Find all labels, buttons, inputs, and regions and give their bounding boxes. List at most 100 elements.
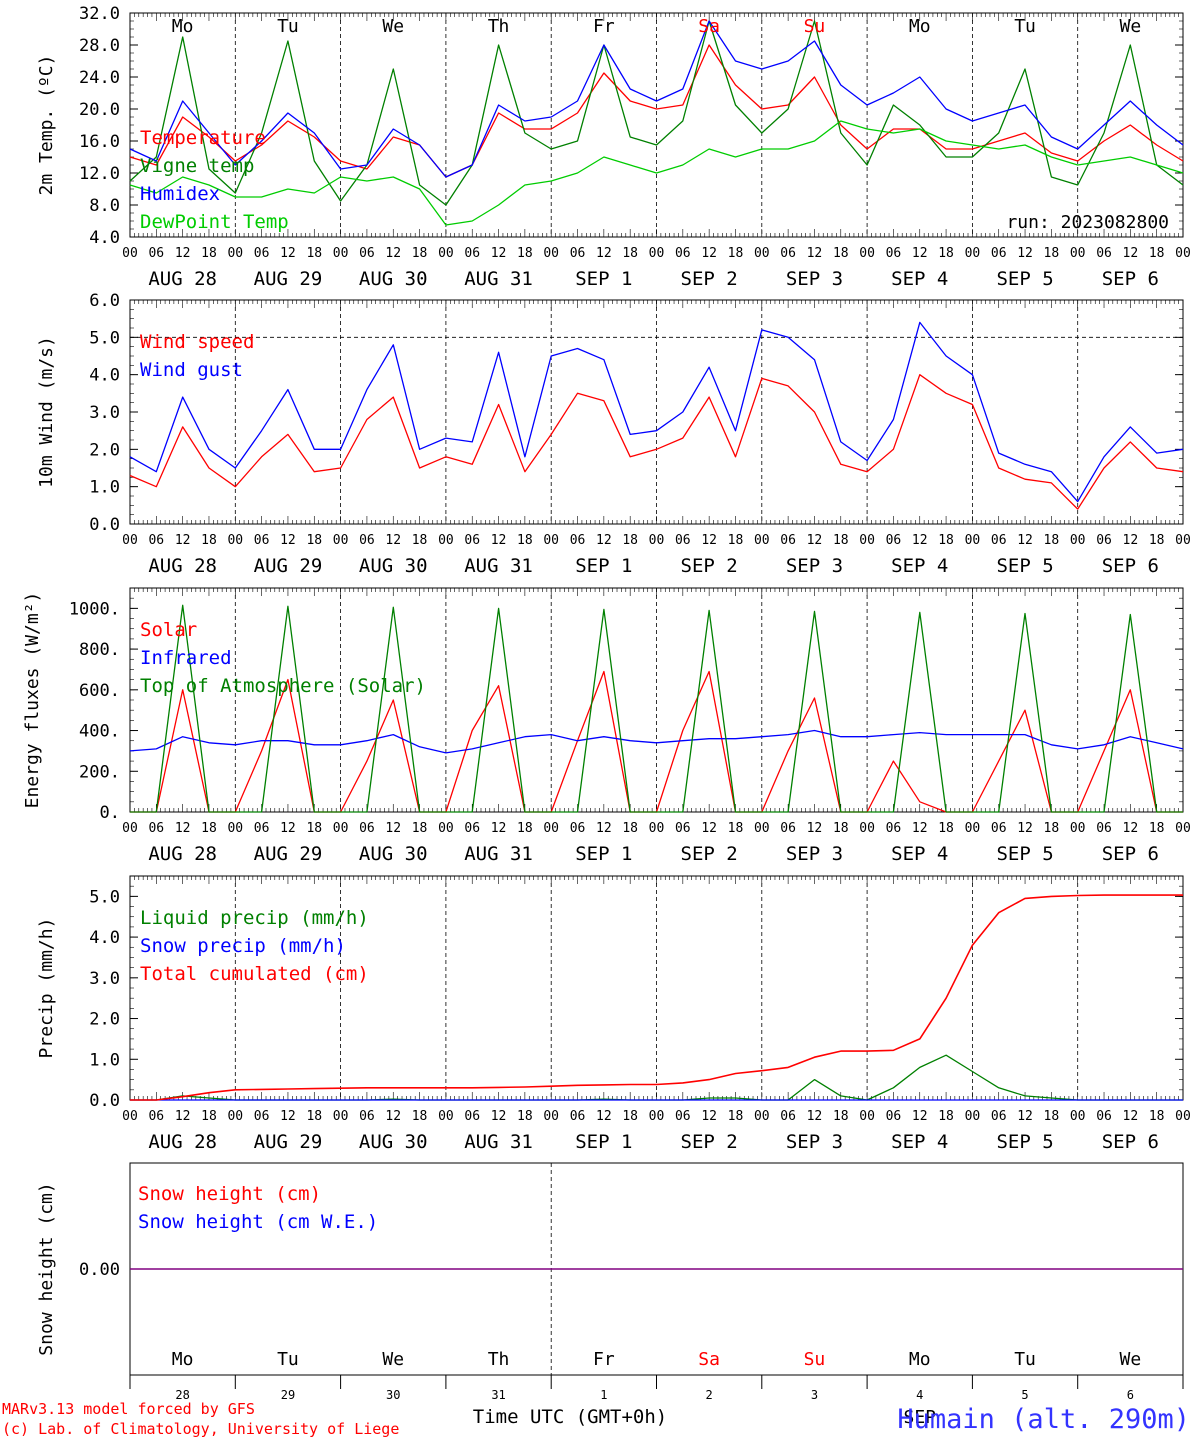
hour-label: 06: [675, 533, 691, 548]
date-label: SEP 5: [996, 268, 1053, 290]
series-line-humidex: [129, 20, 1184, 178]
hour-label: 00: [543, 246, 559, 261]
hour-label: 12: [491, 246, 507, 261]
hour-label: 00: [1070, 821, 1086, 836]
hour-label: 18: [622, 533, 638, 548]
day-number: 28: [175, 1388, 189, 1402]
date-label: SEP 3: [786, 555, 843, 577]
hour-label: 00: [1070, 246, 1086, 261]
legend-entry: Snow height (cm W.E.): [138, 1211, 378, 1233]
legend-entry: Snow precip (mm/h): [140, 935, 346, 957]
hour-label: 06: [1096, 533, 1112, 548]
hour-label: 00: [1175, 821, 1191, 836]
y-tick-label: 0.0: [89, 515, 120, 535]
hour-label: 06: [675, 821, 691, 836]
y-axis-label: 10m Wind (m/s): [36, 336, 57, 488]
hour-label: 12: [701, 533, 717, 548]
y-tick-label: 4.0: [89, 228, 120, 248]
hour-label: 00: [1070, 1109, 1086, 1124]
date-label: SEP 1: [575, 1131, 632, 1153]
hour-label: 00: [754, 533, 770, 548]
panel-3: 0. 200. 400. 600. 800. 1000. Energy fluxes (W/…: [22, 587, 1191, 865]
weekday-label-bottom: Tu: [1014, 1349, 1036, 1370]
day-number: 31: [491, 1388, 505, 1402]
series-line-temperature: [129, 44, 1184, 178]
y-tick-label: 3.0: [89, 969, 120, 989]
y-tick-label: 28.0: [79, 36, 120, 56]
weekday-label-bottom: Th: [488, 1349, 510, 1370]
y-tick-label: 1.0: [89, 478, 120, 498]
y-axis-label: Precip (mm/h): [36, 918, 57, 1059]
hour-label: 00: [965, 246, 981, 261]
hour-label: 06: [675, 1109, 691, 1124]
hour-label: 06: [570, 246, 586, 261]
legend-entry: Humidex: [140, 183, 220, 205]
hour-label: 00: [965, 533, 981, 548]
y-axis-label: Energy fluxes (W/m²): [22, 592, 43, 809]
series-line-total-cumulated-cm-: [130, 894, 1183, 1101]
hour-label: 18: [622, 246, 638, 261]
hour-label: 06: [886, 246, 902, 261]
hour-label: 06: [359, 533, 375, 548]
hour-label: 12: [280, 246, 296, 261]
hour-label: 18: [306, 246, 322, 261]
hour-label: 06: [254, 821, 270, 836]
hour-label: 00: [754, 821, 770, 836]
series-line-vigne-temp: [129, 20, 1184, 206]
hour-label: 12: [912, 1109, 928, 1124]
y-tick-label: 800.: [79, 640, 120, 660]
hour-label: 06: [570, 533, 586, 548]
date-label: AUG 28: [148, 843, 217, 865]
weekday-label-bottom: Fr: [593, 1349, 615, 1370]
hour-label: 12: [1123, 821, 1139, 836]
day-number: 1: [600, 1388, 607, 1402]
legend-entry: DewPoint Temp: [140, 211, 289, 233]
hour-label: 12: [280, 821, 296, 836]
hour-label: 12: [1017, 533, 1033, 548]
date-label: AUG 29: [254, 843, 323, 865]
y-tick-label: 3.0: [89, 403, 120, 423]
hour-label: 06: [886, 1109, 902, 1124]
hour-label: 18: [412, 533, 428, 548]
hour-label: 06: [464, 821, 480, 836]
hour-label: 12: [491, 821, 507, 836]
weekday-label-bottom: Tu: [277, 1349, 299, 1370]
hour-label: 18: [938, 246, 954, 261]
hour-label: 12: [596, 533, 612, 548]
hour-label: 12: [807, 821, 823, 836]
date-label: AUG 28: [148, 555, 217, 577]
date-label: AUG 28: [148, 268, 217, 290]
hour-label: 00: [859, 821, 875, 836]
y-tick-label: 5.0: [89, 887, 120, 907]
hour-label: 18: [201, 1109, 217, 1124]
date-label: SEP 6: [1102, 555, 1159, 577]
series-line-top-of-atmosphere-solar-: [130, 604, 1183, 813]
day-number: 6: [1127, 1388, 1134, 1402]
y-tick-label: 1.0: [89, 1050, 120, 1070]
date-label: SEP 2: [681, 843, 738, 865]
hour-label: 18: [201, 533, 217, 548]
y-tick-label: 12.0: [79, 164, 120, 184]
hour-label: 06: [570, 1109, 586, 1124]
hour-label: 12: [1017, 246, 1033, 261]
weekday-label-bottom: We: [1120, 1349, 1142, 1370]
hour-label: 12: [1017, 1109, 1033, 1124]
legend-entry: Liquid precip (mm/h): [140, 907, 369, 929]
y-tick-label: 1000.: [69, 599, 120, 619]
hour-label: 12: [175, 821, 191, 836]
series-line-wind-gust: [129, 321, 1184, 503]
date-label: AUG 28: [148, 1131, 217, 1153]
hour-label: 18: [306, 821, 322, 836]
hour-label: 18: [517, 246, 533, 261]
hour-label: 00: [333, 533, 349, 548]
hour-label: 18: [938, 1109, 954, 1124]
date-label: AUG 30: [359, 555, 428, 577]
date-label: SEP 6: [1102, 1131, 1159, 1153]
y-tick-label: 16.0: [79, 132, 120, 152]
weekday-label-top: We: [1120, 16, 1142, 37]
hour-label: 00: [333, 246, 349, 261]
hour-label: 00: [859, 533, 875, 548]
hour-label: 18: [1149, 821, 1165, 836]
hour-label: 12: [1123, 1109, 1139, 1124]
hour-label: 12: [912, 533, 928, 548]
